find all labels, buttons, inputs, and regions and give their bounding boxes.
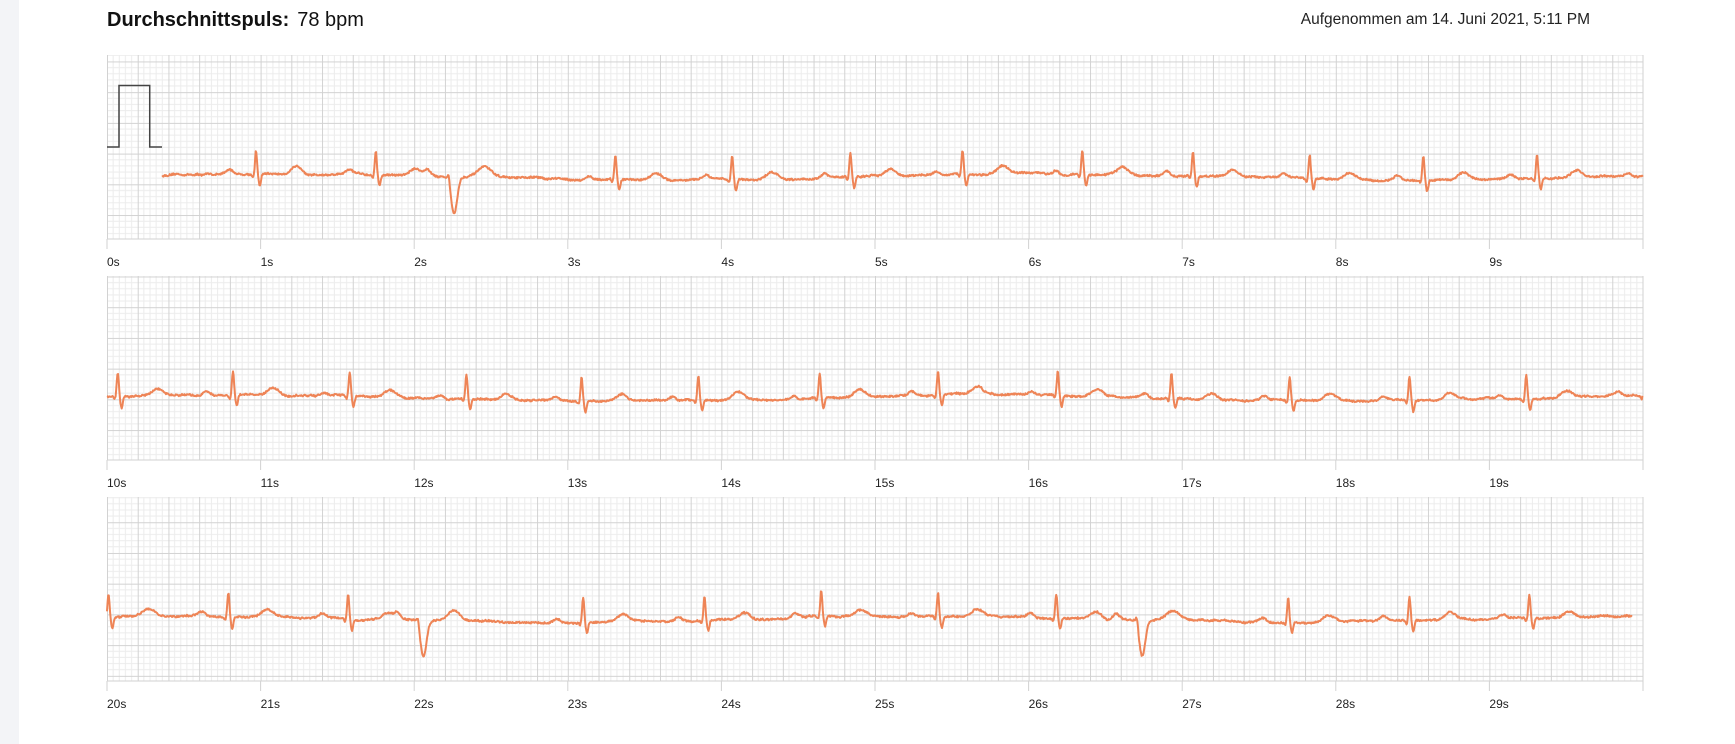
tick-label: 8s — [1336, 255, 1349, 269]
grid — [107, 497, 1643, 681]
ecg-strip-1: 0s 1s 2s 3s 4s 5s 6s 7s 8s 9s — [106, 55, 1644, 269]
tick-label: 20s — [107, 697, 126, 711]
average-pulse-value: 78 bpm — [297, 9, 364, 31]
ecg-strip-2: 10s 11s 12s 13s 14s 15s 16s 17s 18s 19s — [106, 276, 1644, 490]
tick-label: 13s — [568, 476, 587, 490]
tick-label: 26s — [1029, 697, 1048, 711]
tick-label: 24s — [721, 697, 740, 711]
ecg-trace — [161, 150, 1644, 215]
tick-label: 22s — [414, 697, 433, 711]
average-pulse-label: Durchschnittspuls: — [107, 9, 290, 31]
grid — [107, 276, 1643, 460]
tick-label: 12s — [414, 476, 433, 490]
tick-label: 9s — [1489, 255, 1502, 269]
tick-label: 29s — [1489, 697, 1508, 711]
tick-label: 21s — [261, 697, 280, 711]
ecg-trace — [106, 590, 1633, 658]
tick-label: 11s — [261, 476, 279, 490]
tick-label: 4s — [721, 255, 734, 269]
average-pulse: Durchschnittspuls: 78 bpm — [107, 9, 364, 32]
tick-label: 2s — [414, 255, 427, 269]
tick-label: 1s — [261, 255, 274, 269]
ecg-strip-3: 20s 21s 22s 23s 24s 25s 26s 27s 28s 29s — [106, 497, 1644, 711]
tick-label: 7s — [1182, 255, 1195, 269]
tick-label: 28s — [1336, 697, 1355, 711]
sidebar — [0, 0, 19, 744]
tick-label: 16s — [1029, 476, 1048, 490]
recorded-date: Aufgenommen am 14. Juni 2021, 5:11 PM — [1300, 11, 1590, 28]
tick-label: 6s — [1029, 255, 1042, 269]
tick-label: 10s — [107, 476, 126, 490]
ecg-trace — [106, 370, 1644, 414]
tick-label: 25s — [875, 697, 894, 711]
grid — [107, 55, 1643, 239]
tick-label: 23s — [568, 697, 587, 711]
tick-label: 5s — [875, 255, 888, 269]
tick-label: 27s — [1182, 697, 1201, 711]
tick-label: 3s — [568, 255, 581, 269]
calibration-pulse — [107, 84, 162, 148]
tick-label: 14s — [721, 476, 740, 490]
tick-label: 0s — [107, 255, 120, 269]
tick-label: 19s — [1489, 476, 1508, 490]
tick-label: 15s — [875, 476, 894, 490]
tick-label: 18s — [1336, 476, 1355, 490]
tick-label: 17s — [1182, 476, 1201, 490]
